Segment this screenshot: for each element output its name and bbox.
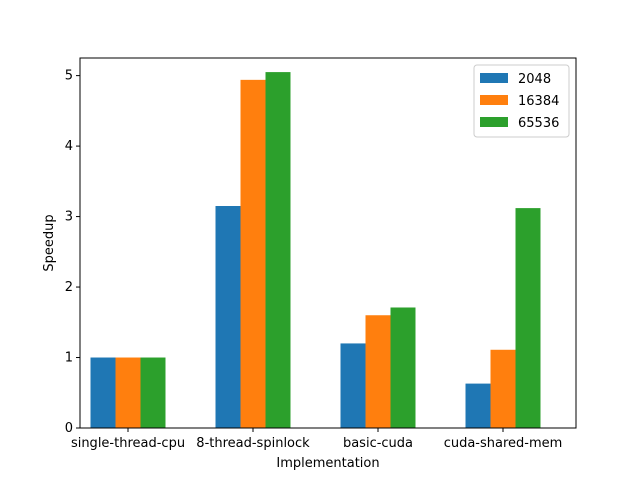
bar (490, 349, 516, 428)
legend-swatch (480, 95, 508, 105)
y-tick-label: 4 (65, 139, 73, 154)
bar (265, 72, 291, 428)
y-tick-label: 3 (65, 210, 73, 225)
legend-label: 65536 (518, 116, 559, 131)
x-tick-label: basic-cuda (343, 436, 413, 451)
bar (465, 383, 491, 428)
bar (140, 357, 166, 428)
y-tick-label: 2 (65, 280, 73, 295)
plot-frame (79, 57, 577, 429)
bar (515, 208, 541, 428)
legend-swatch (480, 73, 508, 83)
legend-swatch (480, 117, 508, 127)
legend-label: 2048 (518, 72, 551, 87)
x-tick-label: single-thread-cpu (71, 436, 185, 451)
bar (215, 206, 241, 428)
legend: 2048 16384 65536 (473, 64, 570, 138)
bar (240, 79, 266, 428)
y-axis: 0 1 2 3 4 5 (65, 69, 80, 436)
bar (115, 357, 141, 428)
legend-label: 16384 (518, 94, 559, 109)
x-axis-label: Implementation (276, 456, 379, 471)
x-tick-label: cuda-shared-mem (444, 436, 563, 451)
bar (365, 315, 391, 428)
y-tick-label: 0 (65, 421, 73, 436)
bar (390, 307, 416, 428)
x-tick-label: 8-thread-spinlock (196, 436, 310, 451)
bar (340, 343, 366, 428)
x-axis: single-thread-cpu 8-thread-spinlock basic-… (71, 428, 562, 451)
y-tick-label: 5 (65, 69, 73, 84)
y-tick-label: 1 (65, 351, 73, 366)
bar (90, 357, 116, 428)
bars-layer (90, 72, 541, 428)
y-axis-label: Speedup (42, 214, 57, 271)
